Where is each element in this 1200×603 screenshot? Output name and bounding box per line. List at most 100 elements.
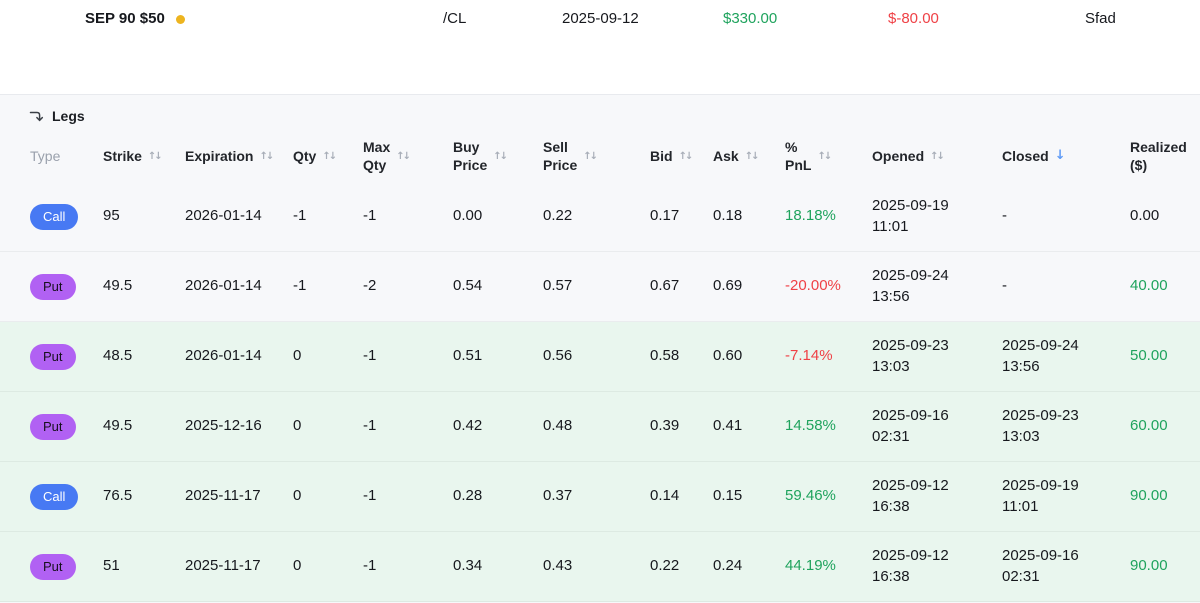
strike-cell: 95 (103, 207, 120, 225)
max-qty-cell: -1 (363, 207, 377, 225)
type-cell: Put (30, 343, 103, 370)
legs-table-body: Call 95 2026-01-14 -1 -1 0.00 0.22 0.17 … (0, 182, 1200, 602)
ask-cell: 0.24 (713, 557, 743, 575)
max-qty-cell: -1 (363, 417, 377, 435)
bid-cell: 0.39 (650, 417, 680, 435)
column-header-pnl[interactable]: % PnL ↑↓ (785, 138, 872, 174)
column-label: Type (30, 147, 61, 164)
column-label: Expiration (185, 147, 254, 164)
type-cell: Put (30, 413, 103, 440)
sort-icon: ↑↓ (322, 150, 337, 162)
position-title: SEP 90 $50 (85, 10, 165, 27)
column-header-ask[interactable]: Ask ↑↓ (713, 147, 785, 165)
qty-cell: 0 (293, 487, 302, 505)
bid-cell: 0.14 (650, 487, 680, 505)
sell-price-cell: 0.43 (543, 557, 573, 575)
column-label: Opened (872, 147, 925, 164)
qty-cell: 0 (293, 557, 302, 575)
table-row[interactable]: Call 76.5 2025-11-17 0 -1 0.28 0.37 0.14… (0, 462, 1200, 532)
column-label: Max Qty (363, 138, 391, 173)
sell-price-cell: 0.37 (543, 487, 573, 505)
column-header-buy-price[interactable]: Buy Price ↑↓ (453, 138, 543, 174)
realized-cell: 90.00 (1130, 557, 1168, 575)
buy-price-cell: 0.54 (453, 277, 483, 295)
table-row[interactable]: Call 95 2026-01-14 -1 -1 0.00 0.22 0.17 … (0, 182, 1200, 252)
opened-cell: 2025-09-24 13:56 (872, 267, 949, 305)
sell-price-cell: 0.22 (543, 207, 573, 225)
max-qty-cell: -1 (363, 347, 377, 365)
ask-cell: 0.41 (713, 417, 743, 435)
column-label: % PnL (785, 138, 812, 173)
type-cell: Call (30, 203, 103, 230)
sort-icon: ↑↓ (493, 150, 508, 162)
column-header-max-qty[interactable]: Max Qty ↑↓ (363, 138, 453, 174)
column-header-bid[interactable]: Bid ↑↓ (650, 147, 713, 165)
realized-cell: 40.00 (1130, 277, 1168, 295)
option-type-badge: Put (30, 413, 76, 440)
option-type-badge: Put (30, 553, 76, 580)
legs-table-header: Type Strike ↑↓ Expiration ↑↓ Qty ↑↓ Max Qty ↑↓ Bu… (0, 130, 1200, 182)
position-amount-positive: $330.00 (723, 10, 778, 27)
ask-cell: 0.60 (713, 347, 743, 365)
realized-cell: 50.00 (1130, 347, 1168, 365)
expiration-cell: 2025-11-17 (185, 487, 261, 505)
option-type-badge: Put (30, 343, 76, 370)
table-row[interactable]: Put 51 2025-11-17 0 -1 0.34 0.43 0.22 0.… (0, 532, 1200, 602)
table-row[interactable]: Put 49.5 2025-12-16 0 -1 0.42 0.48 0.39 … (0, 392, 1200, 462)
expiration-cell: 2025-12-16 (185, 417, 262, 435)
strike-cell: 49.5 (103, 277, 133, 295)
position-title-cell: SEP 90 $50 (85, 10, 443, 28)
sort-icon: ↑↓ (259, 150, 274, 162)
type-cell: Put (30, 273, 103, 300)
ask-cell: 0.18 (713, 207, 743, 225)
opened-cell: 2025-09-12 16:38 (872, 547, 949, 585)
position-amount-negative: $-80.00 (888, 10, 939, 27)
type-cell: Put (30, 553, 103, 580)
expiration-cell: 2025-11-17 (185, 557, 261, 575)
buy-price-cell: 0.00 (453, 207, 483, 225)
status-dot-icon (175, 14, 185, 24)
bid-cell: 0.22 (650, 557, 680, 575)
sort-icon: ↑↓ (930, 150, 945, 162)
position-summary-row[interactable]: SEP 90 $50 /CL 2025-09-12 $330.00 $-80.0… (0, 0, 1200, 95)
legs-section-title: Legs (52, 108, 85, 124)
opened-cell: 2025-09-12 16:38 (872, 477, 949, 515)
pnl-percent-cell: -7.14% (785, 347, 833, 365)
bid-cell: 0.67 (650, 277, 680, 295)
strike-cell: 49.5 (103, 417, 133, 435)
column-header-qty[interactable]: Qty ↑↓ (293, 147, 363, 165)
closed-cell: 2025-09-24 13:56 (1002, 337, 1079, 375)
pnl-percent-cell: 44.19% (785, 557, 836, 575)
column-header-expiration[interactable]: Expiration ↑↓ (185, 147, 293, 165)
table-row[interactable]: Put 49.5 2026-01-14 -1 -2 0.54 0.57 0.67… (0, 252, 1200, 322)
column-header-opened[interactable]: Opened ↑↓ (872, 147, 1002, 165)
max-qty-cell: -1 (363, 557, 377, 575)
option-type-badge: Call (30, 203, 79, 230)
column-label: Realized ($) (1130, 138, 1187, 173)
column-label: Qty (293, 147, 317, 164)
option-type-badge: Put (30, 273, 76, 300)
sort-icon: ↑↓ (678, 150, 694, 162)
position-date: 2025-09-12 (562, 10, 639, 27)
column-label: Closed (1002, 147, 1049, 164)
expiration-cell: 2026-01-14 (185, 277, 262, 295)
bid-cell: 0.17 (650, 207, 680, 225)
buy-price-cell: 0.34 (453, 557, 483, 575)
column-header-strike[interactable]: Strike ↑↓ (103, 147, 185, 165)
sort-icon: ↑↓ (744, 150, 760, 162)
column-label: Bid (650, 147, 673, 164)
expiration-cell: 2026-01-14 (185, 347, 262, 365)
column-label: Buy Price (453, 138, 488, 173)
sort-desc-icon: ↓ (1054, 147, 1066, 163)
pnl-percent-cell: 59.46% (785, 487, 836, 505)
ask-cell: 0.69 (713, 277, 743, 295)
column-label: Sell Price (543, 138, 578, 173)
column-header-sell-price[interactable]: Sell Price ↑↓ (543, 138, 650, 174)
column-header-closed[interactable]: Closed ↓ (1002, 147, 1130, 165)
table-row[interactable]: Put 48.5 2026-01-14 0 -1 0.51 0.56 0.58 … (0, 322, 1200, 392)
opened-cell: 2025-09-16 02:31 (872, 407, 949, 445)
sort-icon: ↑↓ (396, 150, 411, 162)
strike-cell: 51 (103, 557, 120, 575)
sort-icon: ↑↓ (583, 150, 598, 162)
closed-cell: - (1002, 277, 1007, 295)
